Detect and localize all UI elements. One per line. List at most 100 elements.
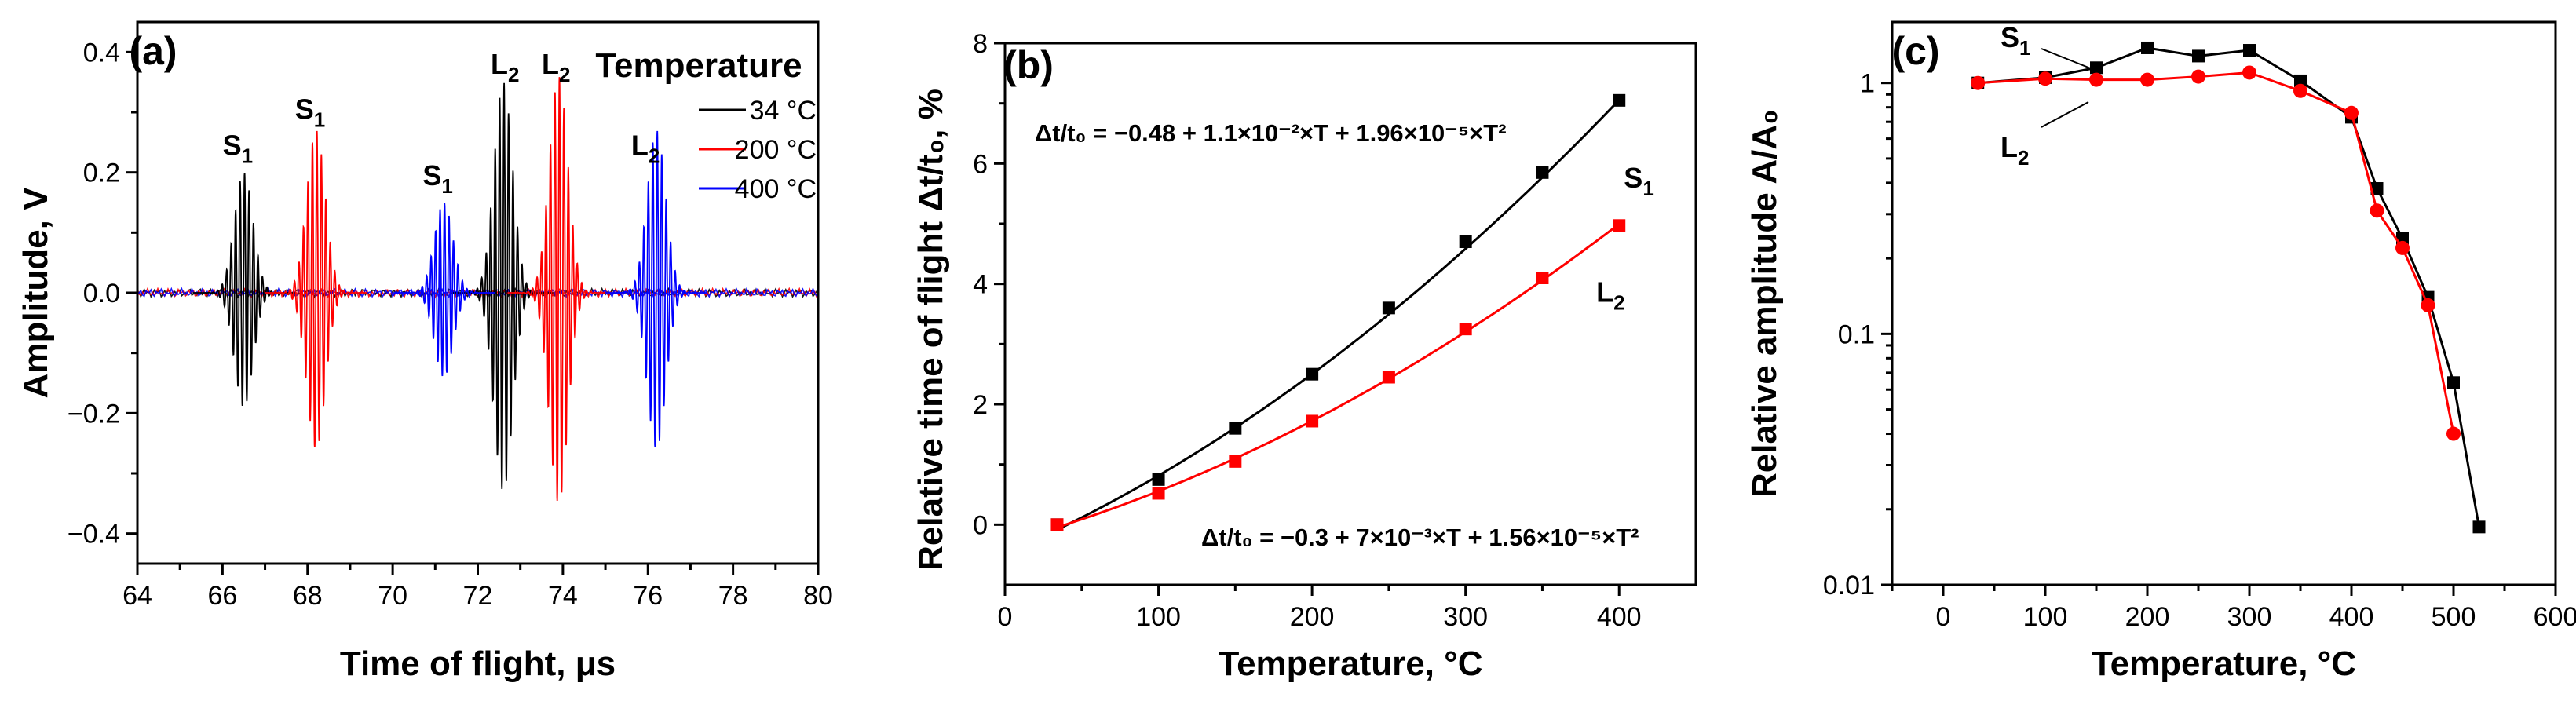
data-point [2344,105,2359,120]
panel-label: (a) [129,29,177,73]
panel-a: 64 66 68 70 72 74 76 78 80 −0.4 −0.2 0.0 0.2 0.4 Time … [16,20,833,683]
data-point [1536,166,1549,179]
data-point [2243,44,2256,57]
x-tick-label: 200 [1290,602,1335,632]
y-axis-label: Relative time of flight Δt/t₀, % [912,89,950,571]
x-tick-label: 68 [293,581,323,611]
legend-title: Temperature [595,46,802,85]
peak-label-4: L2 [542,48,570,86]
y-tick-label: 0.2 [83,159,120,188]
panel-b: 0 100 200 300 400 0 2 4 6 8 Temperature, °C Relativ… [912,29,1697,683]
x-axis-label: Temperature, °C [1218,644,1482,683]
data-point [1229,422,1242,435]
data-point [2192,49,2205,63]
series-line-0 [1978,46,2480,528]
x-tick-label: 300 [1443,602,1488,632]
y-tick-label: 0.1 [1838,319,1875,349]
x-tick-label: 64 [122,581,152,611]
panel-label: (b) [1003,43,1054,87]
panel-label: (c) [1891,29,1939,73]
data-point [1306,414,1319,428]
fit-line-1 [1057,223,1621,528]
data-point [1152,473,1165,486]
data-point [2447,376,2460,389]
y-tick-label: 0.01 [1823,571,1875,601]
data-point [1050,518,1064,531]
x-tick-label: 74 [548,581,578,611]
peak-label-0: S1 [223,130,253,168]
peak-label-5: L2 [631,130,660,168]
data-point [2140,72,2154,87]
x-tick-label: 100 [1136,602,1181,632]
data-point [2293,83,2307,98]
y-axis-label: Amplitude, V [16,187,55,399]
x-tick-label: 78 [718,581,748,611]
wave-packet-1-1 [507,77,610,502]
legend-label: 34 °C [750,96,817,126]
leader-line-l2 [2041,101,2089,128]
data-point [2089,72,2103,87]
data-point [1971,75,1986,90]
x-tick-label: 70 [378,581,407,611]
data-point [1382,371,1395,384]
peak-label-1: S1 [295,93,325,132]
x-axis-label: Time of flight, μs [340,644,616,683]
data-point [1229,455,1242,468]
legend-label: 200 °C [735,135,817,165]
fit-line-0 [1056,99,1621,529]
x-tick-label: 400 [1597,602,1642,632]
data-point [2446,426,2461,441]
data-point [1459,323,1472,336]
y-tick-label: 2 [973,390,988,420]
y-tick-label: 0.0 [83,279,120,309]
y-axis-label: Relative amplitude A/A₀ [1745,109,1784,498]
y-tick-label: −0.4 [68,520,120,549]
data-point [1382,301,1395,315]
plot-frame [1003,42,1697,586]
series-label-0: S1 [2001,21,2030,60]
data-point [1459,235,1472,248]
series-label-0: S1 [1624,162,1653,200]
fit-equation-l2: Δt/t₀ = −0.3 + 7×10⁻³×T + 1.56×10⁻⁵×T² [1201,524,1639,551]
x-tick-label: 600 [2534,602,2576,632]
y-tick-label: 8 [973,29,988,59]
x-tick-label: 0 [998,602,1013,632]
data-point [2370,182,2384,195]
data-point [2090,61,2103,75]
x-tick-label: 400 [2329,602,2374,632]
data-point [2191,69,2205,84]
wave-packet-0-1 [452,82,554,489]
x-tick-label: 80 [803,581,833,611]
data-point [2038,71,2052,86]
data-point [1613,219,1626,232]
panel-c: 0 100 200 300 400 500 600 0.01 0.1 1 Temperature, … [1745,20,2576,683]
series-line-1 [1978,71,2455,434]
y-tick-label: 0 [973,510,988,540]
x-tick-label: 76 [633,581,663,611]
series-label-1: L2 [1596,276,1624,315]
x-tick-label: 72 [463,581,493,611]
data-point [2294,74,2307,87]
x-tick-label: 500 [2432,602,2476,632]
x-tick-label: 100 [2023,602,2068,632]
data-point [2421,298,2435,312]
series-label-1: L2 [2001,131,2029,170]
data-point [2141,41,2154,54]
data-point [2395,240,2410,255]
leader-line-s1 [2041,48,2093,70]
data-point [1152,487,1165,500]
x-tick-label: 200 [2125,602,2170,632]
data-point [2370,203,2384,218]
x-tick-label: 300 [2227,602,2272,632]
data-point [1613,93,1626,107]
y-tick-label: 1 [1860,69,1875,99]
y-tick-label: 0.4 [83,38,120,68]
legend-label: 400 °C [735,174,817,204]
y-tick-label: 6 [973,149,988,179]
data-point [2242,65,2256,80]
x-tick-label: 0 [1936,602,1951,632]
fit-equation-s1: Δt/t₀ = −0.48 + 1.1×10⁻²×T + 1.96×10⁻⁵×T… [1035,119,1507,147]
x-axis-label: Temperature, °C [2092,644,2356,683]
data-point [2472,520,2486,534]
